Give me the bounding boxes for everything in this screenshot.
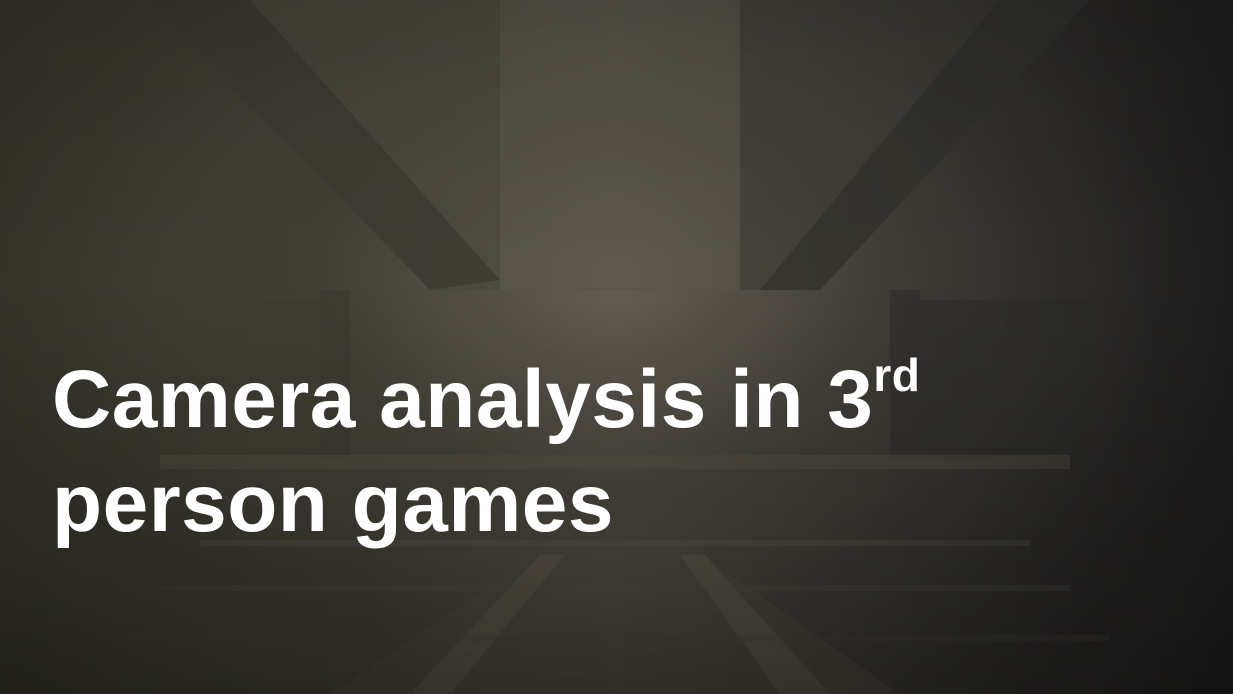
title-superscript: rd bbox=[873, 348, 921, 401]
step-3 bbox=[120, 635, 1110, 641]
left-pillar bbox=[320, 290, 350, 460]
stair-left bbox=[410, 555, 565, 694]
right-beam-shadow bbox=[760, 0, 1090, 290]
back-wall bbox=[500, 0, 740, 290]
ledge bbox=[160, 455, 1070, 469]
step-1 bbox=[200, 540, 1030, 546]
title-text-main: Camera analysis in 3 bbox=[52, 354, 874, 445]
left-beam-shadow bbox=[150, 0, 500, 290]
left-wall-panel bbox=[150, 300, 320, 460]
stair-right bbox=[680, 555, 830, 694]
right-wall-panel bbox=[920, 300, 1090, 460]
right-pillar bbox=[890, 290, 920, 460]
slide-title: Camera analysis in 3rd person games bbox=[52, 348, 920, 556]
title-line-1: Camera analysis in 3rd bbox=[52, 352, 920, 445]
step-2 bbox=[160, 585, 1070, 591]
title-line-2: person games bbox=[52, 458, 614, 549]
